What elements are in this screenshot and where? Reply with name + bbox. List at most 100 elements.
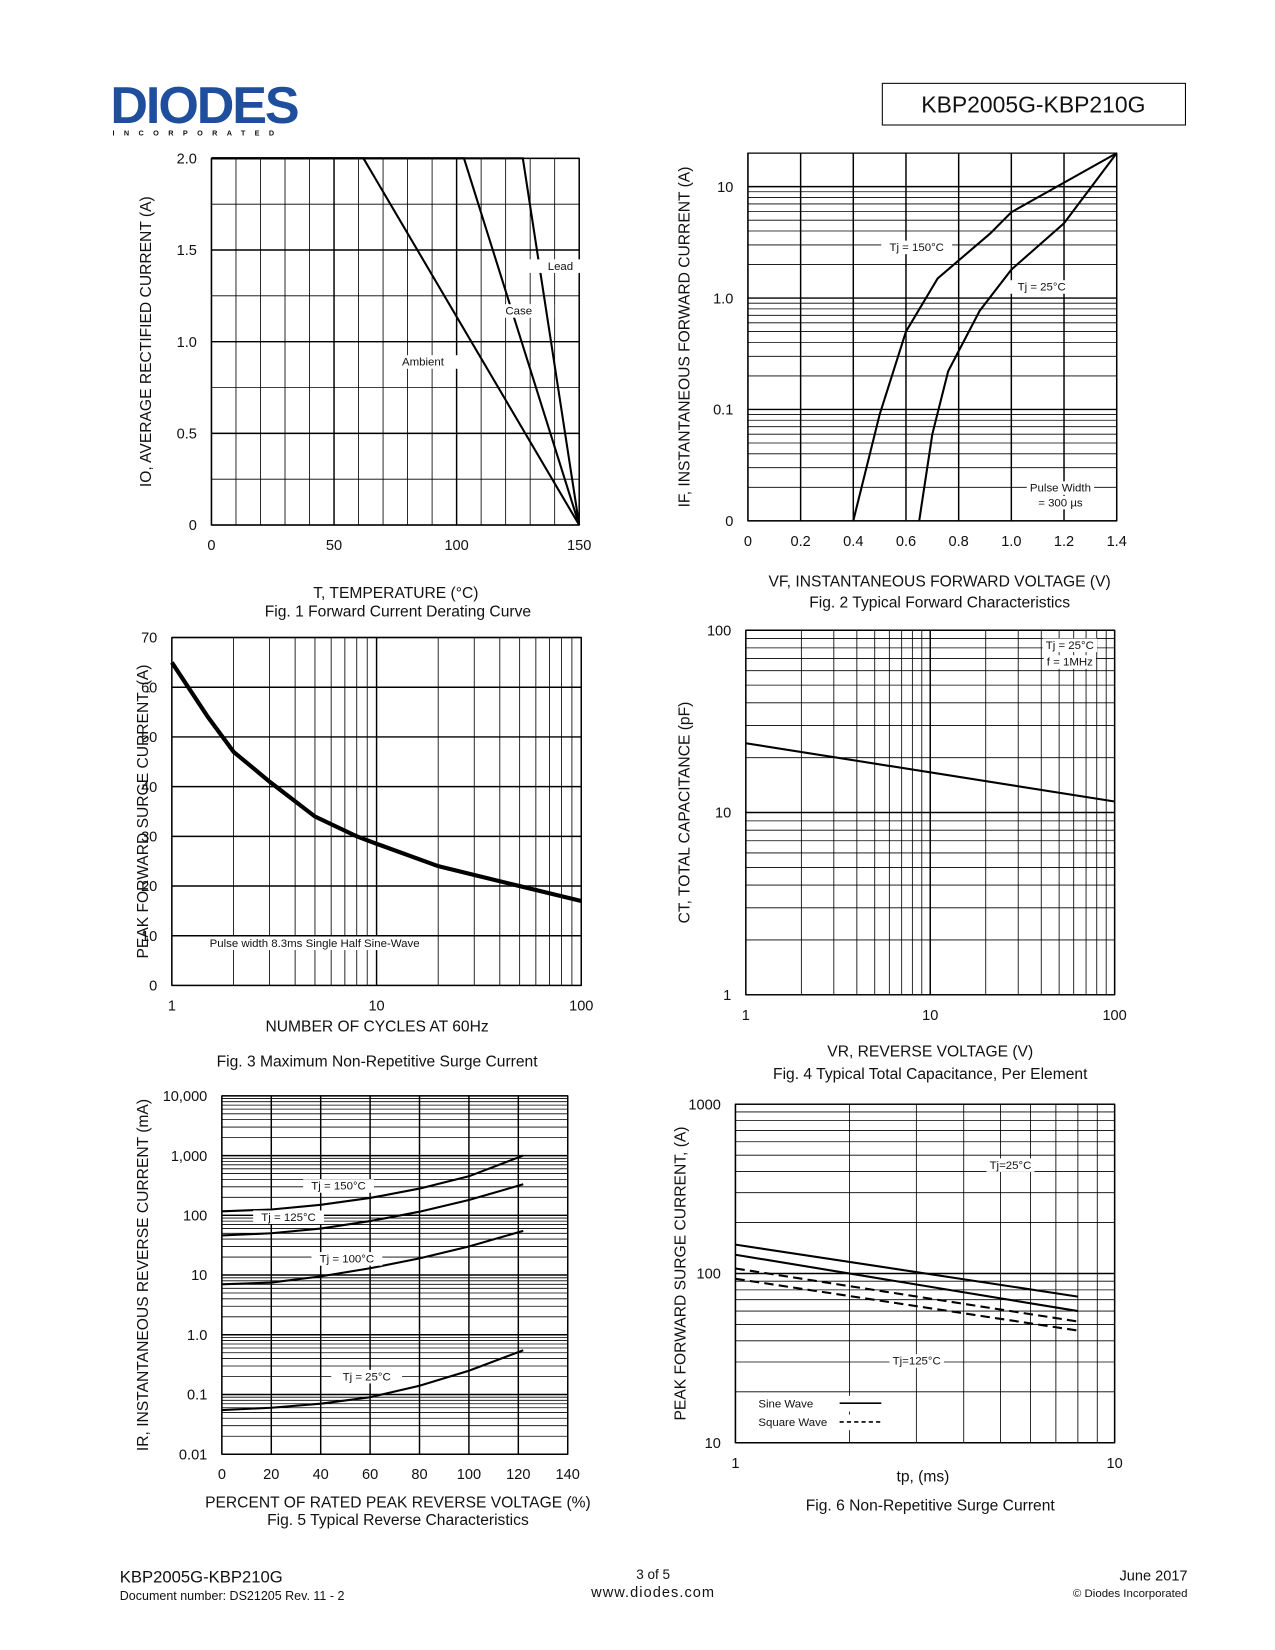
y-axis-label: IF, INSTANTANEOUS FORWARD CURRENT (A) [677,167,694,508]
y-axis-label: IR, INSTANTANEOUS REVERSE CURRENT (mA) [135,1099,152,1451]
y-tick-label: 70 [141,631,157,647]
x-tick-label: 0.8 [949,534,969,550]
x-tick-label: 10 [368,998,384,1014]
series-line [918,152,1118,522]
annotation: Tj=25°C [990,1160,1032,1172]
series-line [735,1243,1079,1298]
series-line [852,152,1118,522]
y-tick-label: 0.1 [713,403,733,419]
annotation-bg [206,936,423,951]
y-tick-label: 0 [725,514,733,530]
y-tick-label: 1.0 [177,335,197,351]
series-line [211,157,581,526]
x-tick-label: 20 [263,1467,279,1483]
series-line [221,1229,524,1286]
figure-title: Fig. 4 Typical Total Capacitance, Per El… [773,1066,1088,1083]
y-tick-label: 10 [717,180,733,196]
footer-date: June 2017 [1119,1568,1187,1584]
x-tick-label: 0 [218,1467,226,1483]
y-tick-label: 10 [705,1436,721,1452]
y-tick-label: 10,000 [163,1089,208,1105]
y-tick-label: 1.0 [713,291,733,307]
x-tick-label: 100 [1102,1008,1126,1024]
series-label: Tj = 150°C [889,242,943,254]
annotation-bg [1042,638,1098,653]
annotation-bg [986,1158,1035,1172]
x-tick-label: 80 [411,1467,427,1483]
series-line [170,661,582,903]
annotation-bg [1043,655,1096,669]
y-axis-label: PEAK FORWARD SURGE CURRENT, (A) [672,1126,689,1420]
x-tick-label: 1 [168,998,176,1014]
x-tick-label: 1.2 [1054,534,1074,550]
footer-page: 3 of 5 [636,1567,670,1582]
series-line [221,1349,524,1412]
y-tick-label: 1.5 [177,243,197,259]
series-line [735,1277,1079,1332]
x-tick-label: 0.4 [843,534,863,550]
page-content: DIODES INCORPORATED KBP2005G-KBP210G KBP… [110,77,1187,1603]
x-tick-label: 1 [731,1456,739,1472]
y-tick-label: 0.01 [179,1447,207,1463]
label-bg [311,1252,383,1266]
x-tick-label: 50 [326,538,342,554]
x-tick-label: 150 [567,538,591,554]
label-bg [303,1179,374,1193]
label-bg [387,355,459,369]
x-axis-label: tp, (ms) [896,1468,949,1485]
y-tick-label: 10 [191,1268,207,1284]
label-bg [525,259,596,273]
x-tick-label: 1.0 [1001,534,1021,550]
x-tick-label: 0 [207,538,215,554]
series-label: Tj = 25°C [343,1371,391,1383]
series-label: Lead [548,261,573,273]
series-line [221,1154,524,1213]
annotation: Tj=125°C [893,1356,941,1368]
series-label: Ambient [402,357,445,369]
y-tick-label: 1 [723,988,731,1004]
y-axis-label: PEAK FORWARD SURGE CURRENT, (A) [135,664,152,958]
footer-copyright: © Diodes Incorporated [1073,1588,1188,1600]
series-label: Case [505,306,532,318]
y-tick-label: 100 [707,623,731,639]
legend-label: Sine Wave [758,1398,813,1410]
logo-sub: INCORPORATED [113,128,284,137]
y-tick-label: 1,000 [171,1149,207,1165]
x-axis-label: NUMBER OF CYCLES AT 60Hz [265,1018,488,1035]
part-box [881,82,1186,126]
figure-title: Fig. 2 Typical Forward Characteristics [809,594,1070,611]
annotation: f = 1MHz [1047,657,1093,669]
y-tick-label: 100 [697,1267,721,1283]
series-line [745,742,1115,803]
y-tick-label: 100 [183,1209,207,1225]
y-tick-label: 0.1 [187,1388,207,1404]
series-line [735,1253,1079,1313]
x-tick-label: 1.4 [1107,534,1127,550]
x-tick-label: 120 [506,1467,530,1483]
label-bg [331,1369,403,1384]
part-number: KBP2005G-KBP210G [921,92,1145,118]
x-tick-label: 0.6 [896,534,916,550]
series-label: Tj = 100°C [320,1254,374,1266]
x-tick-label: 100 [444,538,468,554]
x-axis-label: T, TEMPERATURE (°C) [313,585,478,602]
x-tick-label: 60 [362,1467,378,1483]
figure-title: Fig. 5 Typical Reverse Characteristics [267,1512,529,1529]
x-axis-label: PERCENT OF RATED PEAK REVERSE VOLTAGE (%… [205,1494,591,1511]
annotation: Tj = 25°C [1046,640,1094,652]
y-tick-label: 30 [141,830,157,846]
y-tick-label: 10 [141,929,157,945]
x-tick-label: 10 [1107,1456,1123,1472]
figure-title: Fig. 6 Non-Repetitive Surge Current [806,1497,1056,1514]
x-tick-label: 0.2 [790,534,810,550]
series-label: Tj = 25°C [1018,282,1066,294]
label-bg [483,304,555,318]
label-bg [253,1210,324,1224]
y-tick-label: 60 [141,680,157,696]
label-bg [881,240,953,255]
footer-doc: Document number: DS21205 Rev. 11 - 2 [120,1589,345,1603]
annotation-bg [1035,495,1086,510]
logo: DIODES [110,77,298,135]
y-tick-label: 0 [149,979,157,995]
